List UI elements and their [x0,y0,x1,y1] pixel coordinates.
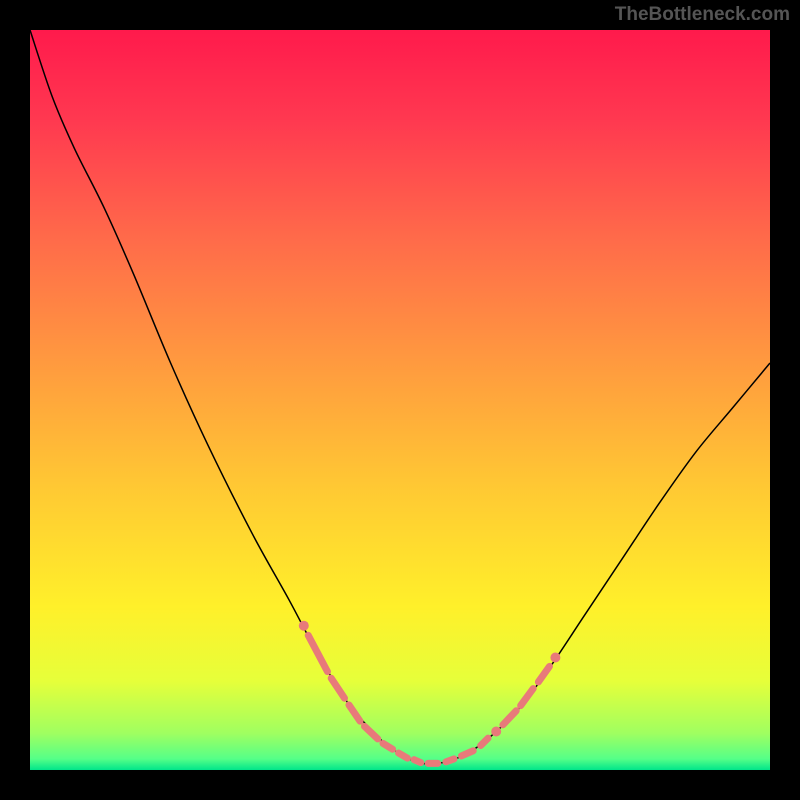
highlight-dash [414,760,421,763]
highlight-dash [446,759,454,762]
highlight-dash [461,751,473,756]
chart-container: TheBottleneck.com [0,0,800,800]
highlight-marker [550,653,560,663]
chart-svg [0,0,800,800]
highlight-dash [399,753,408,758]
plot-background [30,30,770,770]
highlight-marker [491,727,501,737]
highlight-marker [299,621,309,631]
watermark-label: TheBottleneck.com [615,4,790,26]
